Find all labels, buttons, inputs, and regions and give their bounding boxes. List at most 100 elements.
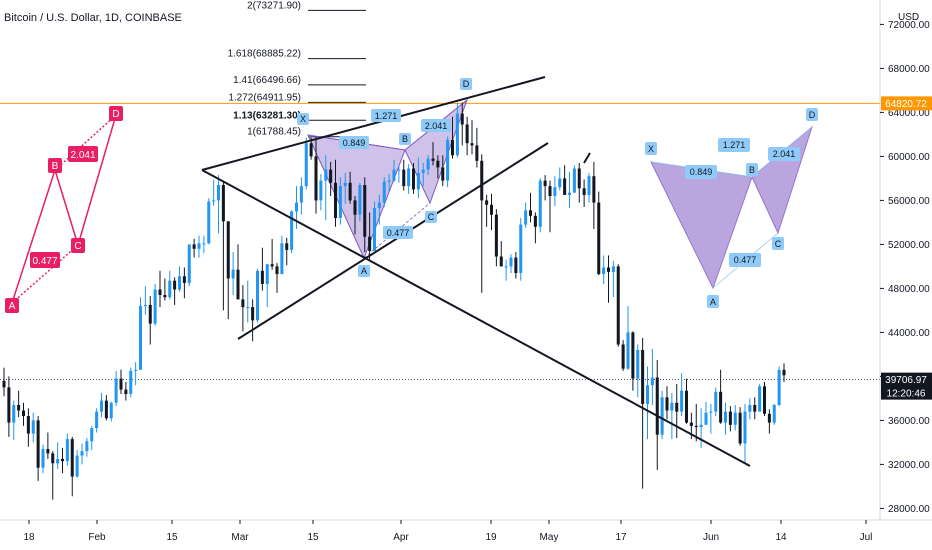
- candle-body: [441, 167, 445, 181]
- price-tick-label: 44000.00: [888, 328, 930, 339]
- main-point-d[interactable]: D: [460, 78, 472, 90]
- svg-text:2.041: 2.041: [425, 121, 448, 131]
- example-point-d[interactable]: D: [109, 106, 123, 121]
- candle-body: [655, 377, 659, 435]
- candle-body: [168, 280, 172, 298]
- example-bd-dash: [54, 114, 117, 171]
- candle-body: [738, 412, 742, 444]
- candle-body: [762, 386, 767, 414]
- candle-body: [358, 185, 362, 215]
- price-axis[interactable]: USD: [879, 0, 919, 520]
- candle-body: [582, 188, 586, 195]
- candle-body: [26, 416, 30, 434]
- time-tick-label: Jun: [703, 532, 719, 543]
- candle-body: [636, 350, 640, 379]
- candle-body: [431, 158, 435, 161]
- candle-body: [109, 402, 113, 419]
- candle-body: [65, 439, 69, 462]
- candle-body: [602, 267, 606, 275]
- main-point-x[interactable]: X: [297, 113, 309, 125]
- candle-body: [694, 425, 698, 427]
- candle-body: [143, 304, 147, 306]
- candle-body: [670, 402, 674, 411]
- svg-text:B: B: [749, 165, 755, 175]
- candle-body: [17, 405, 21, 411]
- price-tick-label: 68000.00: [888, 64, 930, 75]
- candle-body: [309, 143, 313, 157]
- candle-body: [56, 458, 60, 464]
- projection-point-d[interactable]: D: [806, 108, 818, 121]
- candle-body: [299, 186, 303, 203]
- candle-body: [95, 411, 99, 429]
- candle-body: [197, 243, 201, 249]
- svg-text:0.477: 0.477: [734, 255, 757, 265]
- candle-body: [12, 405, 16, 423]
- svg-text:39706.97: 39706.97: [885, 375, 927, 386]
- candle-body: [280, 243, 284, 275]
- time-tick-label: 15: [166, 532, 178, 543]
- svg-text:C: C: [775, 239, 782, 249]
- level-price-tag: 64820.72: [881, 96, 932, 111]
- candle-body: [606, 267, 611, 272]
- example-point-b[interactable]: B: [48, 158, 62, 173]
- main-point-c[interactable]: C: [425, 211, 437, 223]
- projection-point-a[interactable]: A: [707, 295, 719, 308]
- trendline-lower-channel[interactable]: [237, 142, 549, 340]
- candle-body: [324, 169, 328, 181]
- price-tick-label: 28000.00: [888, 504, 930, 515]
- candle-body: [285, 243, 289, 250]
- svg-text:B: B: [52, 161, 59, 172]
- candle-body: [528, 210, 533, 216]
- candle-body: [538, 180, 542, 227]
- main-point-a[interactable]: A: [358, 265, 370, 277]
- candle-body: [558, 178, 562, 188]
- candle-body: [475, 145, 479, 161]
- candle-body: [485, 200, 489, 205]
- time-tick-label: Jul: [860, 532, 873, 543]
- candle-body: [319, 180, 323, 201]
- candle-body: [548, 186, 552, 196]
- price-tick-label: 48000.00: [888, 284, 930, 295]
- candle-body: [304, 143, 308, 187]
- candle-body: [626, 332, 630, 369]
- projection-point-x[interactable]: X: [645, 142, 657, 155]
- candle-body: [158, 289, 162, 295]
- svg-text:64820.72: 64820.72: [885, 99, 927, 110]
- candle-body: [426, 158, 430, 170]
- candle-body: [494, 214, 498, 257]
- candle-body: [728, 411, 732, 425]
- trendline-upper-channel[interactable]: [201, 76, 546, 171]
- trend-lines[interactable]: [201, 76, 751, 467]
- example-abcd-pattern[interactable]: [11, 114, 117, 304]
- candle-body: [450, 139, 455, 156]
- candle-body: [543, 180, 547, 187]
- svg-text:C: C: [428, 212, 435, 222]
- svg-text:B: B: [402, 134, 408, 144]
- trendline-descending[interactable]: [201, 169, 751, 467]
- candle-body: [587, 176, 591, 195]
- example-point-c[interactable]: C: [71, 238, 85, 253]
- projection-ratio-bd: 2.041: [768, 147, 800, 161]
- candle-body: [192, 244, 196, 249]
- candle-body: [46, 449, 50, 454]
- candle-body: [177, 276, 182, 290]
- candle-body: [290, 211, 294, 250]
- svg-text:A: A: [9, 301, 16, 312]
- main-point-b[interactable]: B: [399, 133, 411, 145]
- time-tick-label: 15: [307, 532, 319, 543]
- time-tick-label: Apr: [393, 532, 409, 543]
- trendline-short[interactable]: [583, 152, 591, 164]
- projection-point-b[interactable]: B: [746, 163, 758, 176]
- candle-body: [275, 266, 279, 275]
- candle-body: [60, 458, 65, 462]
- candle-body: [514, 257, 518, 273]
- candle-body: [758, 386, 762, 412]
- projection-point-c[interactable]: C: [772, 237, 784, 250]
- candle-body: [699, 424, 703, 427]
- candle-body: [231, 269, 235, 279]
- main-ratio-xb: 0.849: [339, 136, 369, 149]
- example-point-a[interactable]: A: [5, 298, 19, 313]
- candle-body: [611, 266, 615, 272]
